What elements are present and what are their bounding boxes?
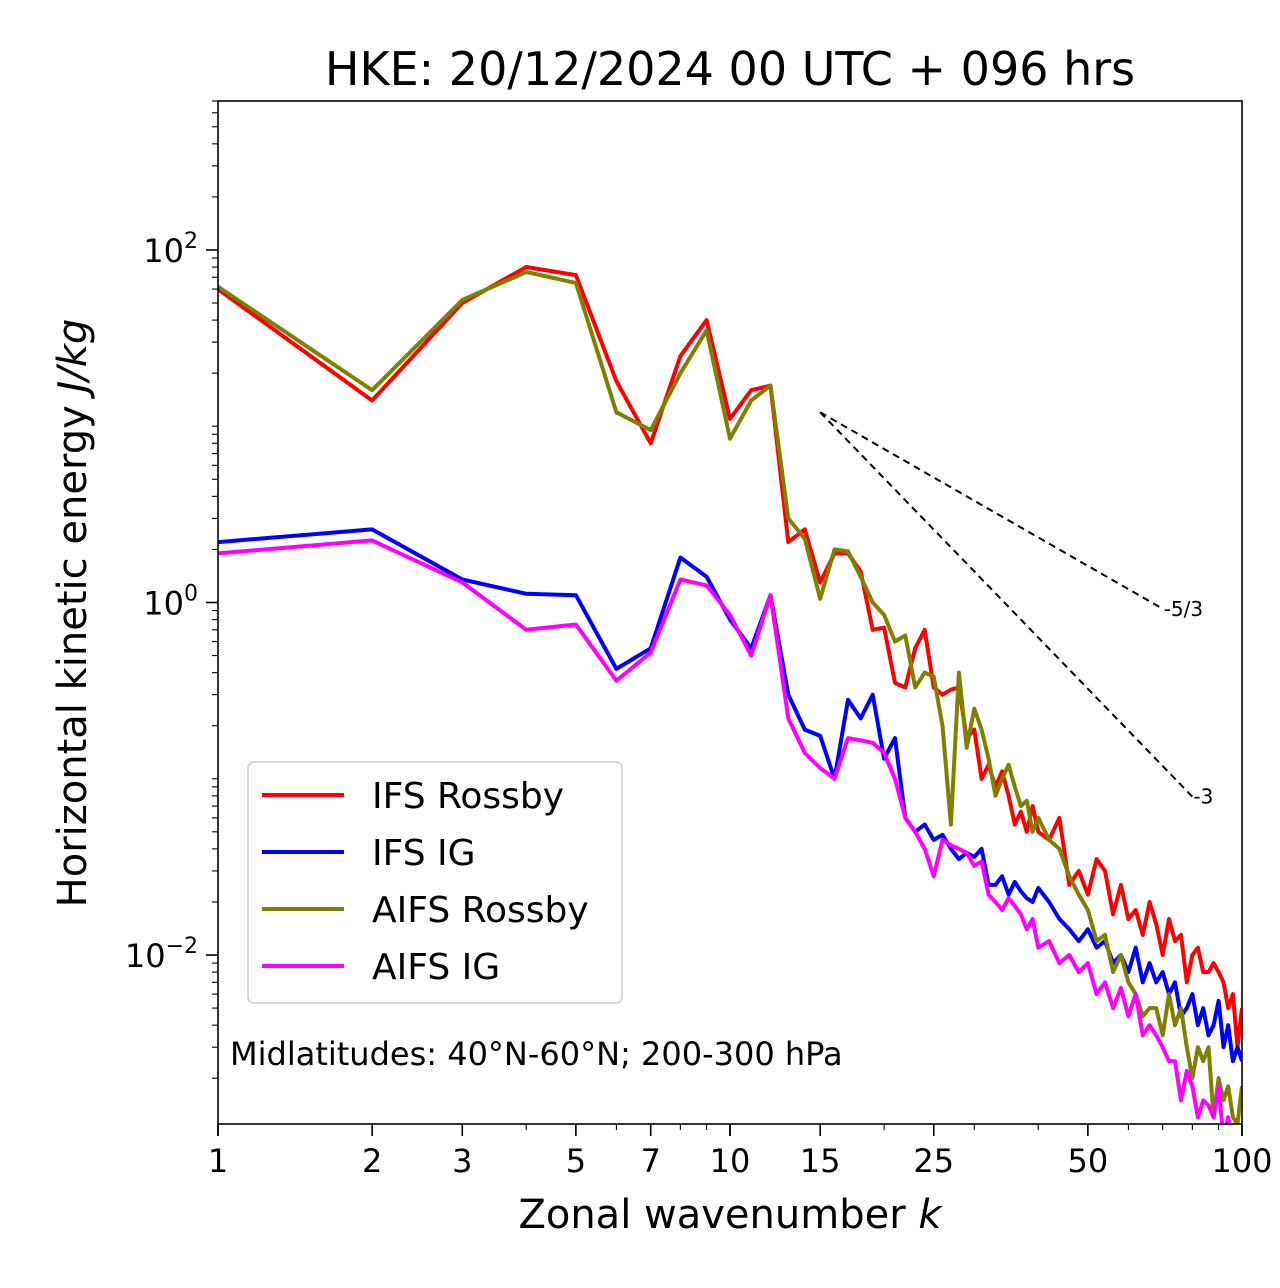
- x-tick-label: 15: [800, 1142, 841, 1180]
- y-axis-label: Horizontal kinetic energy J/kg: [50, 319, 96, 908]
- reference-line-2: [819, 411, 1194, 798]
- legend-label: AIFS Rossby: [372, 890, 589, 931]
- legend: IFS Rossby IFS IG AIFS Rossby AIFS IG: [247, 761, 623, 1004]
- y-tick-label: 10−2: [125, 934, 198, 975]
- reference-line-label: -3: [1193, 785, 1213, 809]
- y-axis-label-text: Horizontal kinetic energy: [50, 405, 96, 907]
- x-tick-label: 100: [1211, 1142, 1272, 1180]
- y-tick-base: 10: [125, 937, 166, 975]
- x-tick-label: 2: [362, 1142, 382, 1180]
- legend-label: IFS Rossby: [372, 776, 564, 817]
- x-tick-label: 10: [710, 1142, 751, 1180]
- y-tick-exponent: 2: [184, 229, 198, 254]
- reference-lines: -5/3 -3: [819, 411, 1213, 809]
- x-tick-label: 3: [452, 1142, 472, 1180]
- series-line-3: [218, 270, 1242, 1124]
- x-axis: 1 2 3 5 7 10 15 25 50 100: [208, 1124, 1273, 1180]
- legend-box: [247, 761, 623, 1004]
- x-axis-label-symbol: k: [918, 1192, 943, 1238]
- chart-title: HKE: 20/12/2024 00 UTC + 096 hrs: [325, 42, 1135, 96]
- x-tick-label: 50: [1068, 1142, 1109, 1180]
- y-tick-exponent: 0: [184, 581, 198, 606]
- legend-label: IFS IG: [372, 833, 476, 874]
- x-tick-label: 1: [208, 1142, 228, 1180]
- y-tick-base: 10: [143, 232, 184, 270]
- y-tick-base: 10: [143, 584, 184, 622]
- reference-line-1: [819, 411, 1164, 610]
- series-line-4: [218, 538, 1232, 1124]
- x-tick-label: 7: [641, 1142, 661, 1180]
- reference-line-label: -5/3: [1164, 597, 1203, 621]
- x-axis-label: Zonal wavenumber k: [518, 1192, 943, 1238]
- legend-label: AIFS IG: [372, 947, 500, 988]
- region-annotation: Midlatitudes: 40°N-60°N; 200-300 hPa: [230, 1035, 843, 1073]
- x-tick-label: 25: [913, 1142, 954, 1180]
- y-tick-exponent: −2: [166, 934, 198, 959]
- y-tick-label: 100: [143, 581, 198, 622]
- y-tick-label: 102: [143, 229, 198, 270]
- y-axis-label-unit: J/kg: [50, 319, 96, 400]
- x-tick-label: 5: [566, 1142, 586, 1180]
- x-axis-label-text: Zonal wavenumber: [518, 1192, 906, 1238]
- series-layer: [218, 265, 1242, 1124]
